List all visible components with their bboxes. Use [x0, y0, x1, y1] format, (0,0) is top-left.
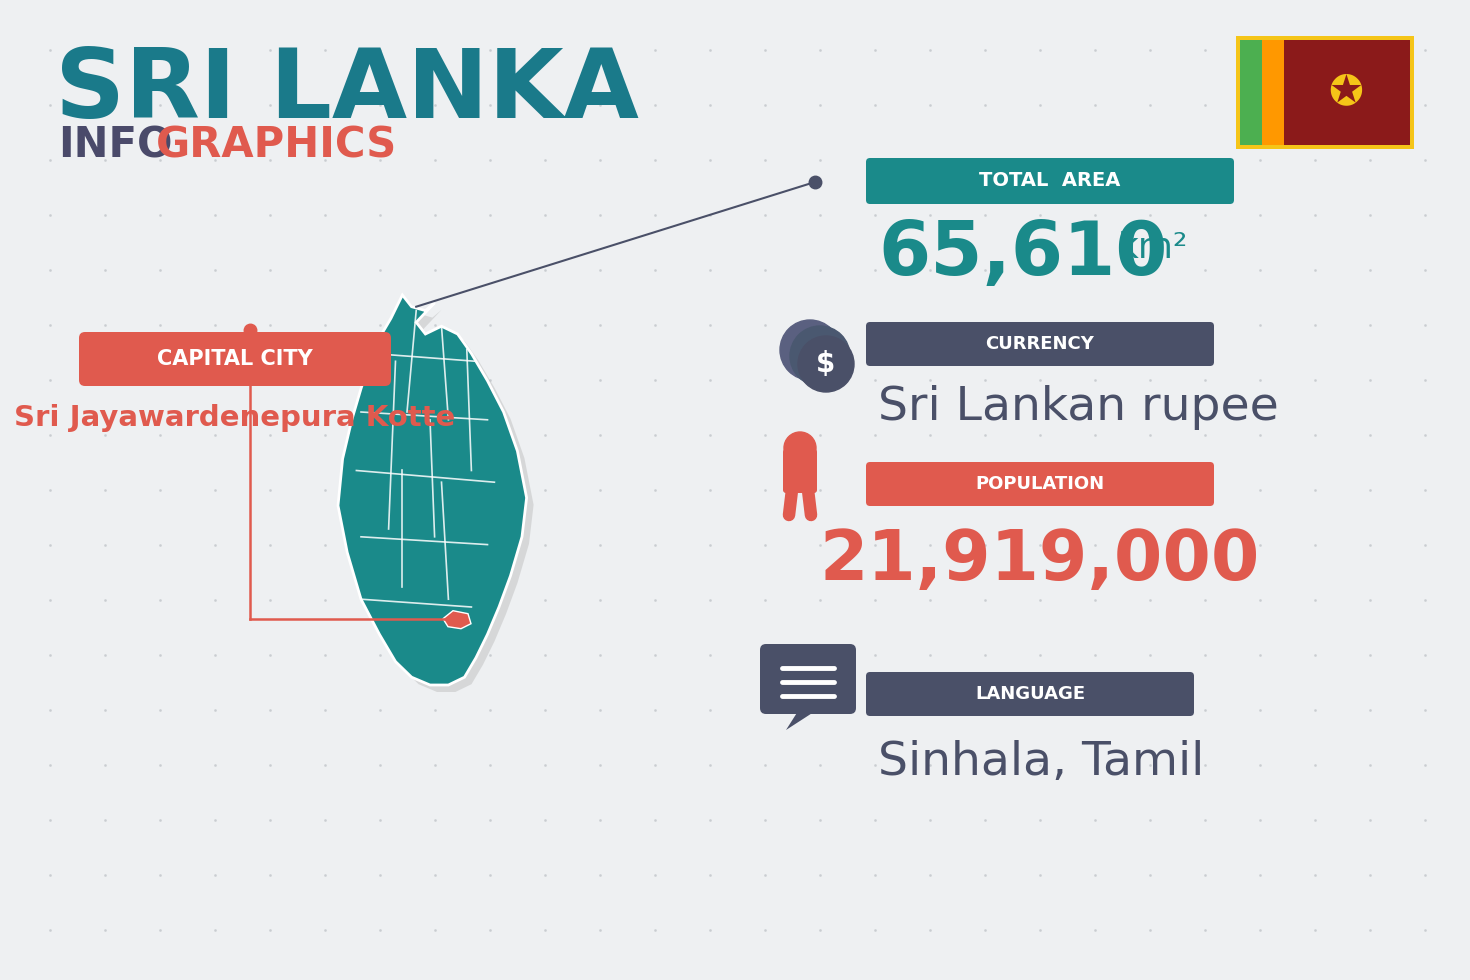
Text: 65,610: 65,610	[878, 219, 1167, 291]
Text: km²: km²	[1119, 231, 1188, 265]
Circle shape	[784, 432, 816, 464]
Text: SRI LANKA: SRI LANKA	[54, 45, 639, 138]
Text: INFO: INFO	[57, 125, 172, 167]
FancyBboxPatch shape	[866, 322, 1214, 366]
Polygon shape	[786, 708, 820, 730]
Text: $: $	[816, 350, 835, 378]
FancyBboxPatch shape	[866, 158, 1233, 204]
FancyBboxPatch shape	[79, 332, 391, 386]
FancyBboxPatch shape	[866, 462, 1214, 506]
Text: CURRENCY: CURRENCY	[985, 335, 1095, 353]
Text: CAPITAL CITY: CAPITAL CITY	[157, 349, 313, 369]
Circle shape	[798, 336, 854, 392]
Circle shape	[781, 320, 839, 380]
Text: TOTAL  AREA: TOTAL AREA	[979, 172, 1120, 190]
Text: 21,919,000: 21,919,000	[820, 526, 1260, 594]
Circle shape	[789, 326, 850, 386]
Text: Sri Jayawardenepura Kotte: Sri Jayawardenepura Kotte	[15, 404, 456, 432]
FancyBboxPatch shape	[1285, 40, 1410, 145]
Text: GRAPHICS: GRAPHICS	[156, 125, 397, 167]
Text: LANGUAGE: LANGUAGE	[975, 685, 1085, 703]
Polygon shape	[442, 611, 470, 629]
Text: Sinhala, Tamil: Sinhala, Tamil	[878, 740, 1204, 785]
FancyBboxPatch shape	[760, 644, 856, 714]
Text: ✪: ✪	[1327, 72, 1363, 114]
Text: POPULATION: POPULATION	[976, 475, 1104, 493]
FancyBboxPatch shape	[1241, 40, 1263, 145]
Polygon shape	[338, 295, 526, 685]
FancyBboxPatch shape	[1236, 36, 1414, 149]
Text: Sri Lankan rupee: Sri Lankan rupee	[878, 384, 1279, 429]
FancyBboxPatch shape	[866, 672, 1194, 716]
Polygon shape	[345, 302, 534, 692]
FancyBboxPatch shape	[1263, 40, 1285, 145]
FancyBboxPatch shape	[784, 449, 817, 493]
